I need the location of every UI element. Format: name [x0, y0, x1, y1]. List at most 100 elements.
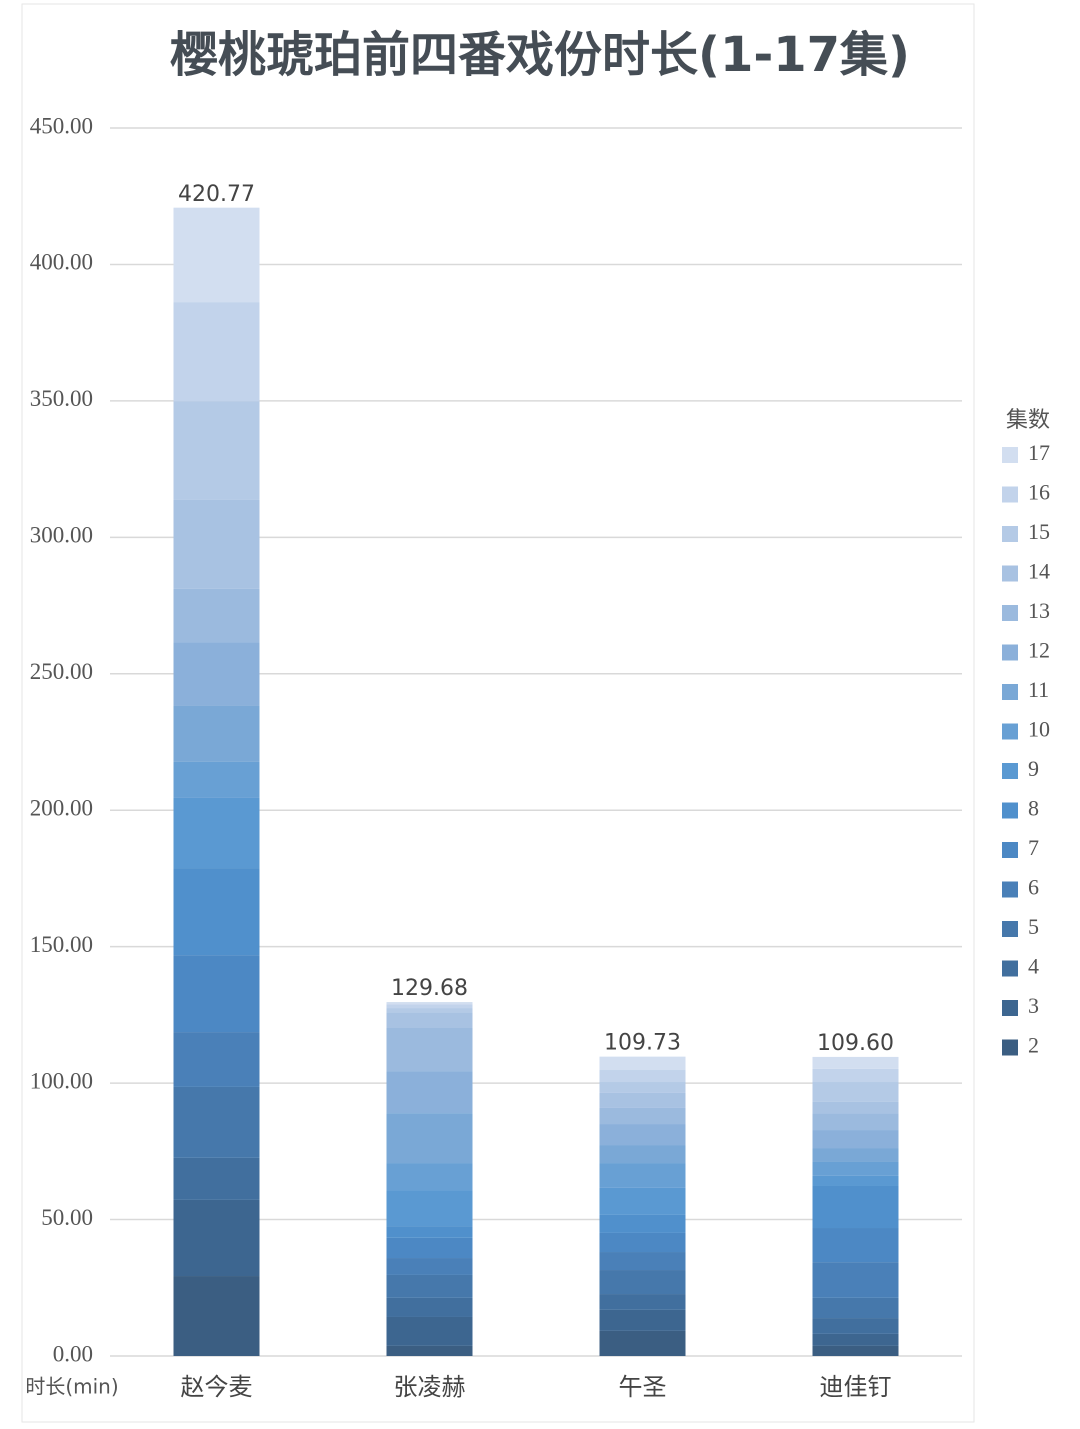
total-label: 420.77 — [178, 182, 255, 207]
total-label: 109.60 — [817, 1031, 894, 1056]
legend-swatch — [1002, 960, 1018, 977]
legend-label: 10 — [1028, 717, 1050, 742]
bar-segment — [812, 1318, 899, 1334]
y-tick-label: 200.00 — [30, 796, 93, 821]
bar-segment — [599, 1107, 686, 1125]
bar-segment — [173, 797, 260, 869]
legend-swatch — [1002, 763, 1018, 779]
bar-segment — [599, 1163, 686, 1188]
bar-segment — [386, 1316, 473, 1346]
legend-label: 15 — [1028, 519, 1050, 544]
legend-label: 9 — [1028, 756, 1039, 781]
y-tick-label: 50.00 — [41, 1205, 93, 1230]
y-tick-label: 350.00 — [30, 386, 93, 411]
x-tick-label: 午圣 — [619, 1373, 667, 1401]
bar-segment — [173, 401, 260, 500]
bar-segment — [173, 207, 260, 303]
bar-segment — [599, 1082, 686, 1093]
bar-segment — [599, 1270, 686, 1295]
legend-swatch — [1002, 605, 1018, 621]
legend-label: 11 — [1028, 677, 1049, 702]
bar-segment — [812, 1185, 899, 1229]
bar-segment — [599, 1070, 686, 1083]
bar-segment — [173, 1157, 260, 1200]
legend-swatch — [1002, 526, 1018, 542]
legend-label: 12 — [1028, 638, 1050, 663]
bar-segment — [173, 705, 260, 762]
bar-segment — [599, 1214, 686, 1233]
bar-segment — [386, 1190, 473, 1227]
y-tick-label: 300.00 — [30, 523, 93, 548]
y-tick-label: 250.00 — [30, 659, 93, 684]
bar-segment — [173, 1199, 260, 1277]
bar-segment — [386, 1008, 473, 1013]
bar-segment — [386, 1004, 473, 1009]
bar-segment — [386, 1163, 473, 1191]
y-tick-label: 450.00 — [30, 113, 93, 138]
bar-segment — [599, 1187, 686, 1215]
legend-swatch — [1002, 644, 1018, 661]
bar-segment — [812, 1262, 899, 1298]
bar-segment — [386, 1113, 473, 1164]
bar-segment — [812, 1056, 899, 1069]
legend-label: 13 — [1028, 598, 1050, 623]
bar-segment — [599, 1145, 686, 1164]
bar-segment — [812, 1228, 899, 1263]
legend-swatch — [1002, 486, 1018, 503]
legend-swatch — [1002, 1039, 1018, 1056]
bar-segment — [812, 1082, 899, 1102]
bar-segment — [386, 1226, 473, 1238]
bar-segment — [812, 1068, 899, 1083]
bar-segment — [173, 642, 260, 706]
y-tick-label: 400.00 — [30, 250, 93, 275]
bar-segment — [386, 1071, 473, 1114]
legend-label: 8 — [1028, 796, 1039, 821]
legend-swatch — [1002, 1000, 1018, 1016]
bar-segment — [173, 1086, 260, 1158]
bar-segment — [812, 1130, 899, 1149]
bar-segment — [599, 1309, 686, 1331]
legend-label: 7 — [1028, 835, 1039, 860]
legend-swatch — [1002, 447, 1018, 463]
bar-segment — [599, 1252, 686, 1271]
x-tick-label: 迪佳钉 — [820, 1373, 892, 1401]
bar-segment — [386, 1012, 473, 1028]
bar-segment — [386, 1002, 473, 1005]
legend-label: 16 — [1028, 480, 1050, 505]
y-axis-label: 时长(min) — [25, 1375, 118, 1399]
legend-label: 4 — [1028, 954, 1039, 979]
x-tick-label: 赵今麦 — [181, 1373, 253, 1401]
bar-segment — [599, 1232, 686, 1253]
bar-segment — [812, 1161, 899, 1176]
bar-segment — [599, 1330, 686, 1356]
bar-segment — [812, 1113, 899, 1131]
legend-swatch — [1002, 802, 1018, 819]
legend-label: 5 — [1028, 914, 1039, 939]
bar-segment — [173, 499, 260, 589]
legend-swatch — [1002, 723, 1018, 740]
legend-swatch — [1002, 565, 1018, 582]
legend-swatch — [1002, 842, 1018, 858]
legend-label: 17 — [1028, 440, 1050, 465]
bar-segment — [599, 1294, 686, 1310]
legend-swatch — [1002, 881, 1018, 898]
bar-segment — [812, 1148, 899, 1162]
legend-swatch — [1002, 921, 1018, 937]
bar-segment — [173, 868, 260, 956]
bar-segment — [173, 955, 260, 1033]
legend-label: 6 — [1028, 875, 1039, 900]
bar-segment — [386, 1297, 473, 1317]
total-label: 129.68 — [391, 976, 468, 1001]
bar-segment — [812, 1101, 899, 1114]
legend-label: 3 — [1028, 993, 1039, 1018]
bar-segment — [386, 1258, 473, 1275]
y-tick-label: 0.00 — [53, 1341, 93, 1366]
bar-segment — [173, 302, 260, 402]
bar-segment — [599, 1124, 686, 1146]
y-tick-label: 150.00 — [30, 932, 93, 957]
x-tick-label: 张凌赫 — [394, 1373, 466, 1401]
bar-segment — [386, 1345, 473, 1356]
